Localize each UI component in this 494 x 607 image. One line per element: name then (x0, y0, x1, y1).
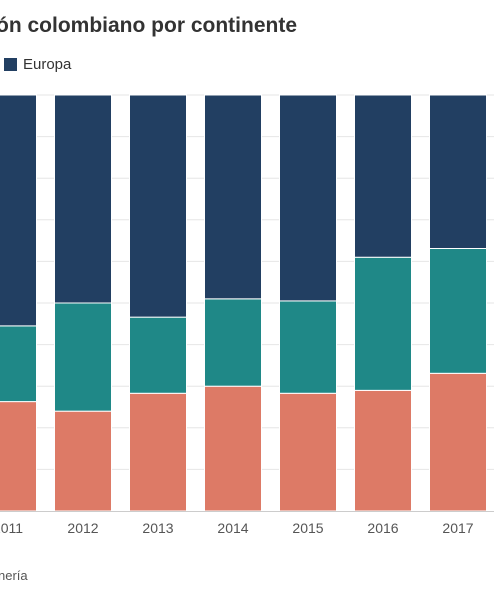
x-tick-label: 2015 (292, 520, 323, 536)
bar-europa-2017 (429, 94, 487, 250)
bar-america-2015 (279, 300, 337, 394)
source-note: nería (0, 568, 28, 583)
x-tick-label: 2017 (442, 520, 473, 536)
bar-america-2013 (129, 316, 187, 394)
x-tick-label: 2013 (142, 520, 173, 536)
bar-america-2011 (0, 325, 37, 403)
bar-america-2012 (54, 302, 112, 412)
bar-europa-2015 (279, 94, 337, 302)
x-tick-label: 2014 (217, 520, 248, 536)
bar-otros-2015 (279, 392, 337, 512)
bar-europa-2013 (129, 94, 187, 318)
legend: Europa (4, 56, 71, 73)
bar-europa-2011 (0, 94, 37, 327)
chart-title: ón colombiano por continente (0, 14, 297, 37)
bar-europa-2012 (54, 94, 112, 304)
bar-otros-2016 (354, 389, 412, 512)
x-tick-label: 2011 (0, 520, 23, 536)
bar-otros-2013 (129, 392, 187, 512)
legend-label-europa: Europa (23, 56, 72, 73)
bar-europa-2016 (354, 94, 412, 258)
bar-otros-2017 (429, 372, 487, 512)
bar-america-2016 (354, 256, 412, 391)
bar-america-2014 (204, 298, 262, 387)
x-tick-label: 2012 (67, 520, 98, 536)
x-tick-label: 2016 (367, 520, 398, 536)
legend-swatch-europa (4, 58, 17, 71)
bar-otros-2011 (0, 401, 37, 512)
bar-otros-2012 (54, 410, 112, 512)
bar-america-2017 (429, 248, 487, 374)
bar-otros-2014 (204, 385, 262, 512)
bar-europa-2014 (204, 94, 262, 300)
